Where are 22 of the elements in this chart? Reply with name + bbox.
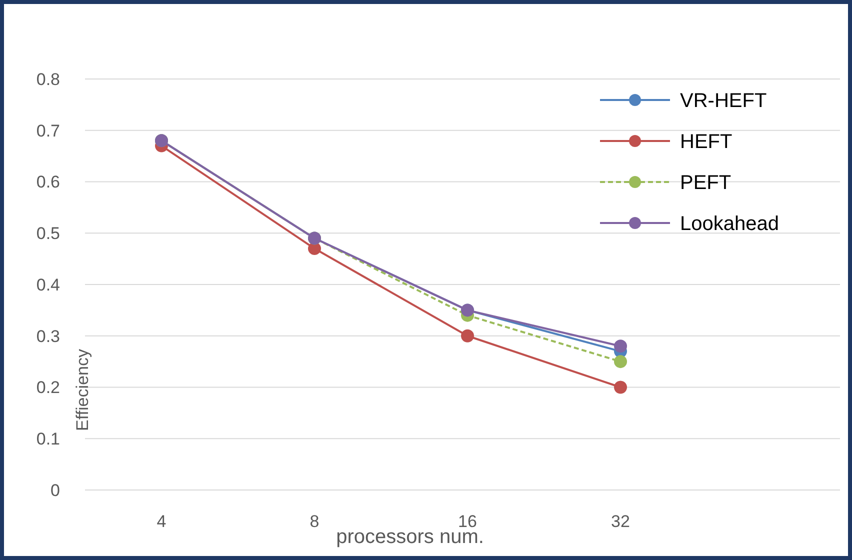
legend-label: Lookahead: [680, 213, 779, 235]
y-tick-label: 0.8: [36, 70, 60, 89]
point: [461, 329, 474, 342]
y-tick-label: 0.3: [36, 326, 60, 346]
x-tick-label: 4: [156, 512, 166, 531]
legend-label: HEFT: [680, 131, 732, 153]
point: [308, 242, 321, 256]
y-tick-label: 0.1: [36, 430, 60, 449]
point: [614, 355, 627, 368]
y-tick-label: 0: [50, 480, 60, 500]
point: [614, 380, 627, 394]
x-tick-label: 32: [611, 512, 630, 531]
point: [614, 340, 627, 353]
legend-label: PEFT: [680, 172, 732, 194]
y-axis-title: Effieciency: [73, 348, 92, 431]
y-tick-label: 0.4: [36, 275, 60, 294]
legend-label: VR-HEFT: [680, 90, 767, 112]
y-tick-label: 0.6: [36, 172, 60, 192]
y-tick-label: 0.7: [36, 121, 60, 140]
y-tick-label: 0.5: [36, 224, 60, 244]
x-tick-label: 8: [310, 512, 320, 531]
y-tick-label: 0.2: [36, 378, 60, 398]
